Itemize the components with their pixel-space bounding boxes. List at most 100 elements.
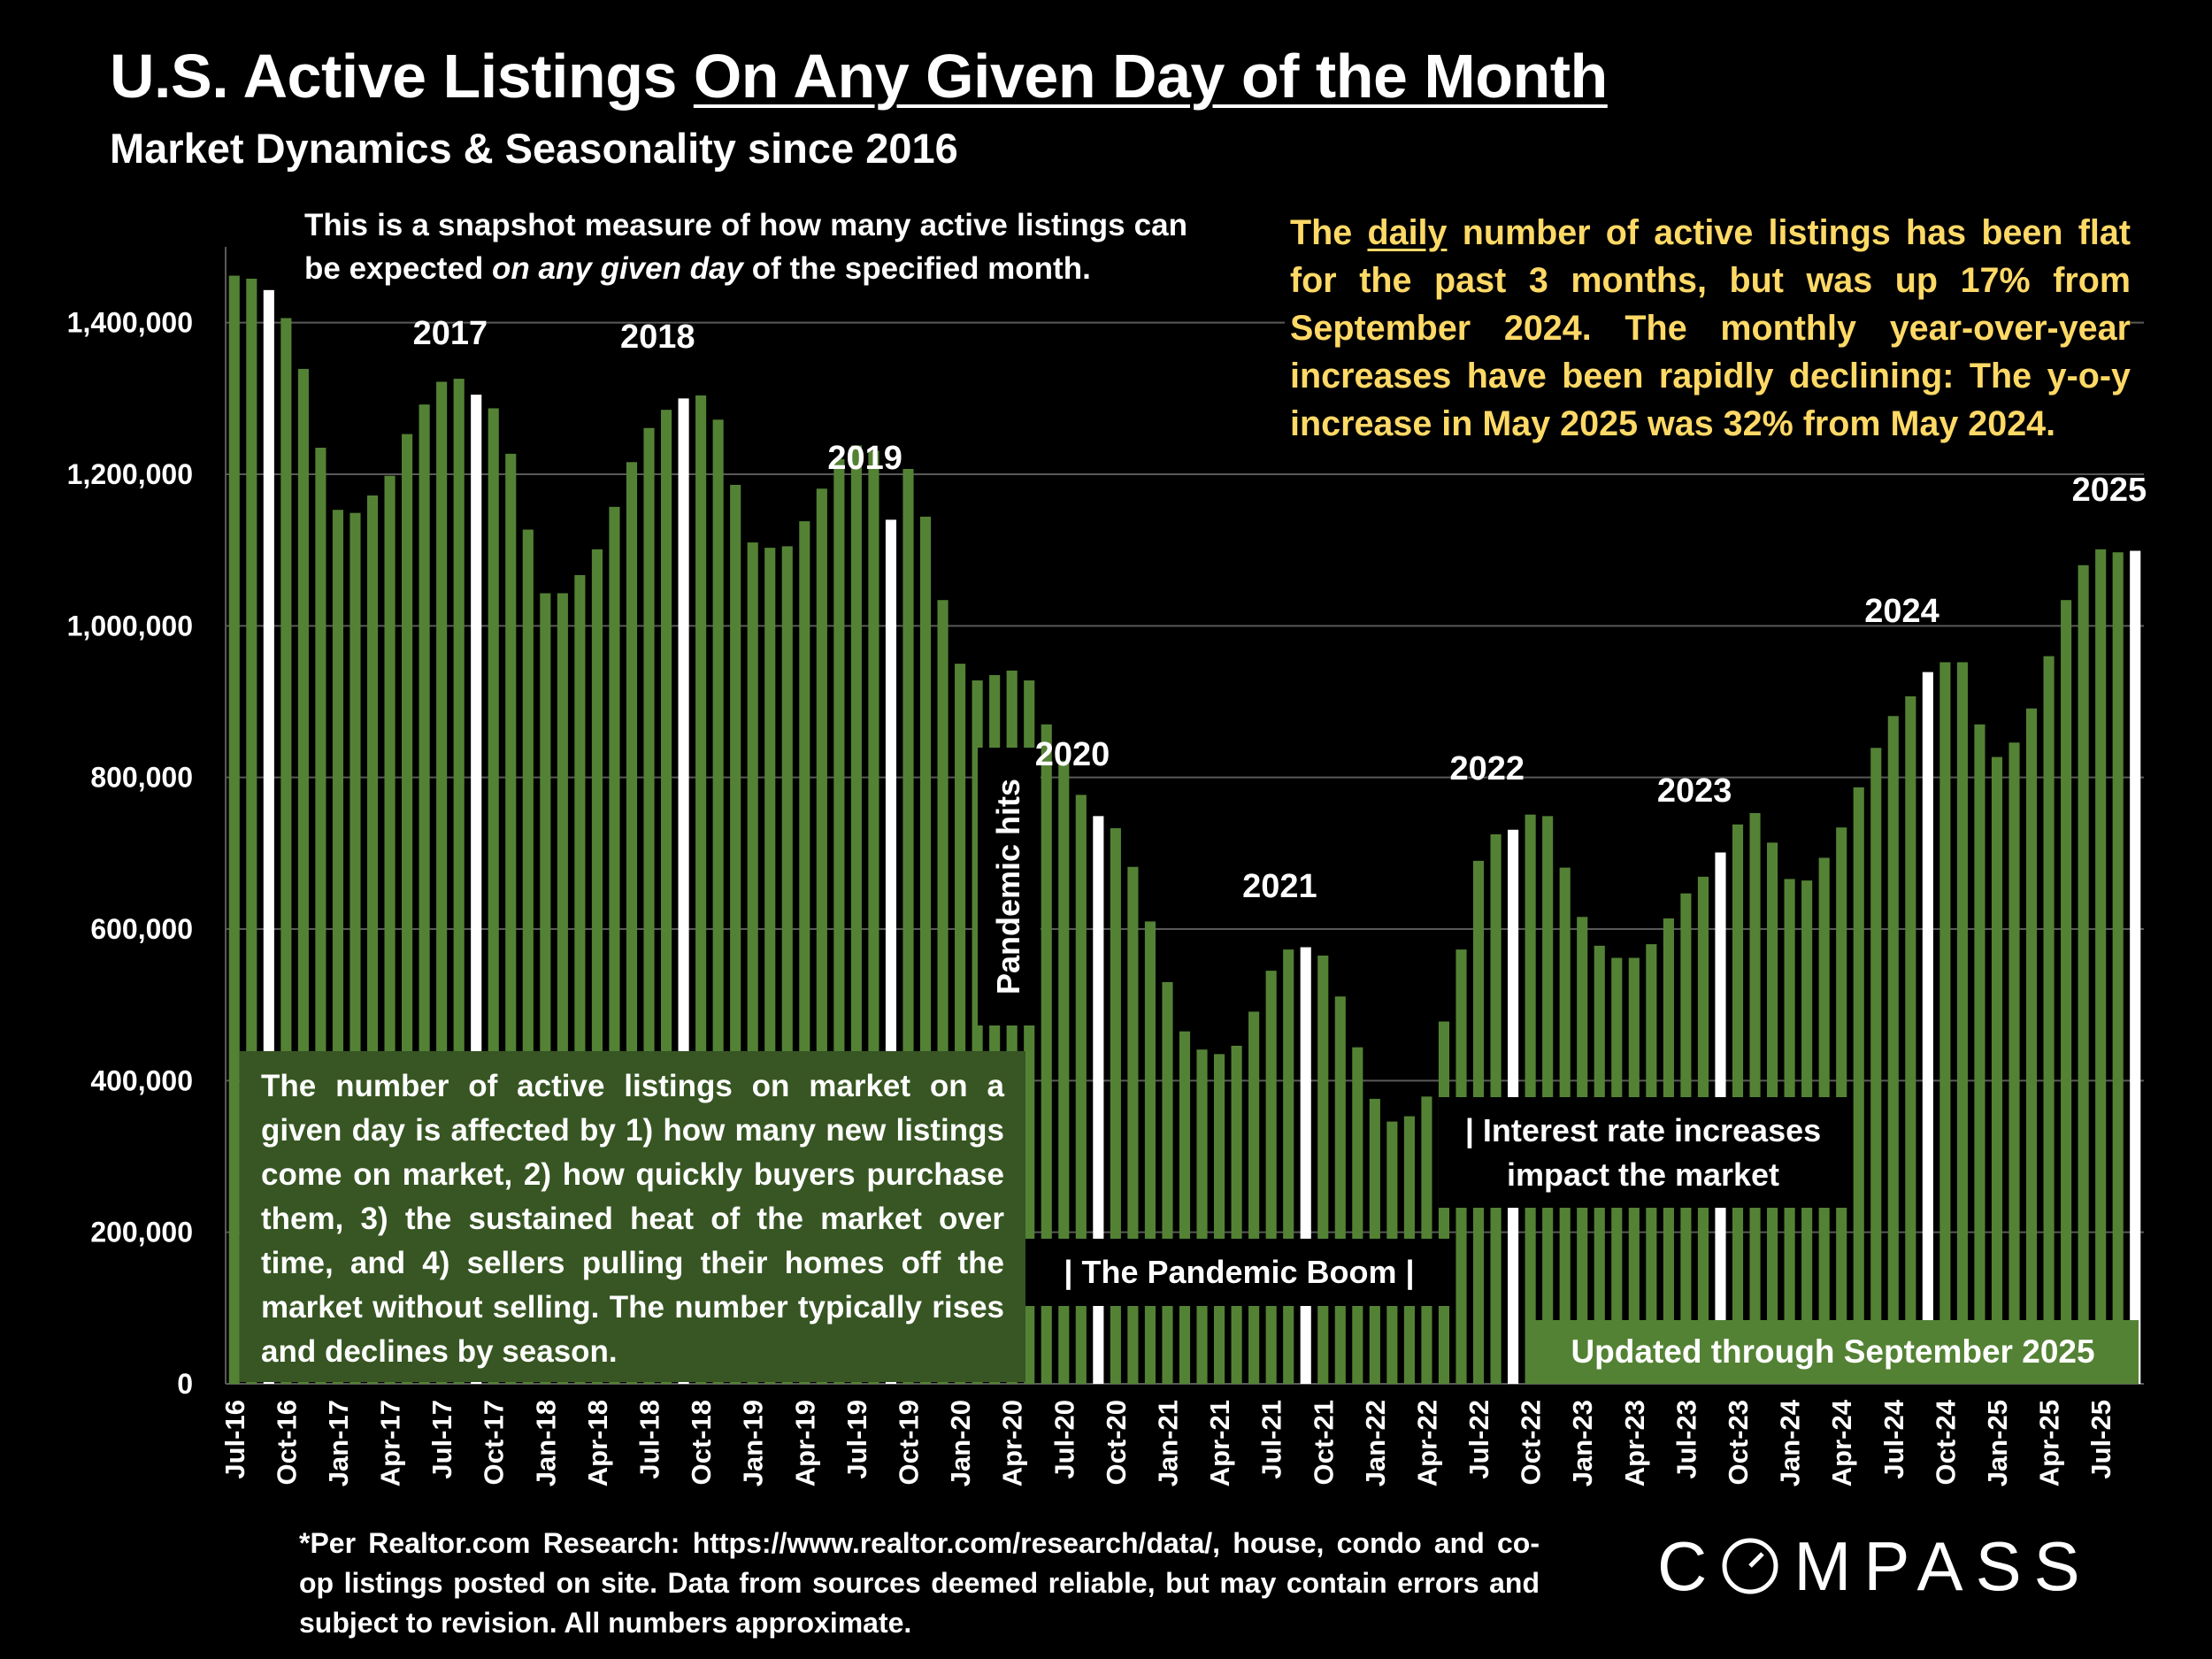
x-tick-label: Jul-20 [1048,1400,1079,1479]
bar-Aug-24 [1905,696,1916,1384]
x-tick-label: Jan-24 [1775,1399,1806,1486]
x-tick-label: Jul-18 [634,1400,665,1479]
annotation-text: | Interest rate increases [1464,1111,1822,1148]
x-tick-label: Oct-16 [271,1400,302,1485]
bar-May-21 [1231,1045,1242,1384]
bar-Sep-21 [1300,947,1311,1384]
trend-commentary: The daily number of active listings has … [1285,209,2131,448]
x-tick-label: Apr-24 [1826,1399,1857,1486]
x-tick-label: Jan-17 [323,1400,354,1486]
y-axis-labels: 0 200,000 400,000 600,000 800,000 1,000,000 1,… [67,307,193,1400]
x-tick-label: Jul-25 [2085,1400,2116,1479]
bar-Jun-24 [1870,748,1882,1384]
year-label-2019: 2019 [827,440,902,478]
x-tick-label: Jul-16 [219,1400,250,1479]
bar-Aug-25 [2112,552,2124,1384]
x-tick-label: Jul-19 [841,1400,872,1479]
year-label-2018: 2018 [620,319,695,357]
bar-Aug-21 [1283,949,1294,1384]
snapshot-note: This is a snapshot measure of how many a… [304,204,1187,290]
bar-Nov-20 [1127,866,1139,1384]
logo-letter: C [1657,1526,1720,1605]
bar-Dec-24 [1974,724,1985,1384]
logo-letters: MPASS [1793,1526,2093,1605]
bar-Jan-21 [1162,981,1173,1384]
year-label-2021: 2021 [1242,867,1317,905]
bar-Jul-20 [1058,760,1070,1384]
source-footnote: *Per Realtor.com Research: https://www.r… [299,1527,1540,1639]
bar-Jul-24 [1887,716,1899,1384]
compass-o-icon [1722,1538,1778,1594]
interest-rate-annotation: | Interest rate increases impact the mar… [1439,1097,1847,1208]
page-title: U.S. Active Listings On Any Given Day of… [110,41,1608,111]
year-label-2025: 2025 [2071,471,2147,509]
bar-Sep-24 [1922,672,1933,1384]
y-tick-label: 800,000 [90,762,193,794]
x-tick-label: Oct-21 [1308,1400,1339,1485]
x-tick-label: Apr-19 [789,1400,820,1486]
x-tick-label: Jan-22 [1360,1400,1391,1486]
x-tick-label: Oct-24 [1930,1399,1961,1485]
x-tick-label: Oct-17 [479,1400,510,1485]
x-tick-label: Jan-21 [1152,1400,1183,1486]
y-tick-label: 1,200,000 [67,458,193,490]
bar-Dec-20 [1144,921,1156,1384]
factors-note: The number of active listings on market … [240,1051,1025,1382]
bar-Apr-21 [1214,1054,1225,1384]
x-tick-label: Jul-23 [1671,1400,1701,1479]
bar-Dec-21 [1352,1047,1363,1384]
annotation-text: impact the market [1506,1156,1780,1193]
bar-Jul-16 [228,275,240,1384]
year-label-2017: 2017 [412,315,488,353]
x-tick-label: Jul-24 [1878,1399,1909,1479]
x-tick-label: Apr-22 [1411,1400,1442,1486]
x-tick-label: Apr-17 [375,1400,406,1486]
y-tick-label: 0 [177,1368,193,1400]
x-tick-label: Jan-25 [1982,1400,2013,1486]
x-tick-label: Jul-21 [1256,1400,1287,1479]
title-underlined-text: On Any Given Day of the Month [693,42,1608,111]
x-tick-label: Jan-23 [1567,1400,1598,1486]
year-label-2023: 2023 [1656,772,1732,810]
x-tick-label: Jan-19 [738,1400,769,1486]
bar-Jul-25 [2095,549,2107,1384]
x-tick-label: Apr-25 [2034,1400,2065,1486]
x-axis-labels: Jul-16 Oct-16 Jan-17 Apr-17 Jul-17 Oct-17 Jan-… [219,1399,2116,1486]
x-tick-label: Jul-17 [426,1400,457,1479]
x-tick-label: Oct-20 [1101,1400,1132,1485]
bar-Nov-21 [1334,996,1346,1384]
updated-through-badge: Updated through September 2025 [1527,1320,2139,1384]
bar-Apr-25 [2043,656,2055,1384]
bar-Oct-21 [1317,955,1329,1384]
bar-Jan-25 [1991,757,2003,1384]
note-text: of the specified month. [743,251,1091,286]
note-text: The [1290,213,1368,252]
year-label-2020: 2020 [1034,736,1110,774]
bar-Jun-21 [1248,1011,1260,1384]
pandemic-boom-annotation: | The Pandemic Boom | [1025,1239,1453,1306]
bar-Mar-21 [1196,1049,1208,1384]
x-tick-label: Apr-20 [997,1400,1028,1486]
bar-May-24 [1853,787,1864,1384]
annotation-text: Pandemic hits [990,778,1027,995]
x-tick-label: Jan-20 [945,1400,976,1486]
bar-Nov-24 [1956,662,1968,1384]
bar-Jun-25 [2078,565,2089,1384]
x-tick-label: Jan-18 [530,1400,561,1486]
x-tick-label: Apr-21 [1204,1400,1235,1486]
note-text: number of active listings has been flat … [1290,213,2131,443]
y-tick-label: 600,000 [90,913,193,945]
pandemic-hits-annotation: Pandemic hits [978,748,1041,1025]
compass-logo: C MPASS [1657,1527,2093,1605]
y-tick-label: 400,000 [90,1064,193,1096]
y-tick-label: 1,400,000 [67,307,193,339]
x-tick-label: Oct-19 [893,1400,924,1485]
bar-May-25 [2061,600,2072,1384]
note-underlined-text: daily [1367,213,1448,252]
x-tick-label: Oct-18 [686,1400,717,1485]
bar-Aug-20 [1075,795,1087,1384]
x-tick-label: Apr-18 [582,1400,613,1486]
page-subtitle: Market Dynamics & Seasonality since 2016 [110,125,958,172]
y-tick-label: 200,000 [90,1217,193,1248]
note-text: This is a snapshot measure of how many a… [304,208,1187,286]
